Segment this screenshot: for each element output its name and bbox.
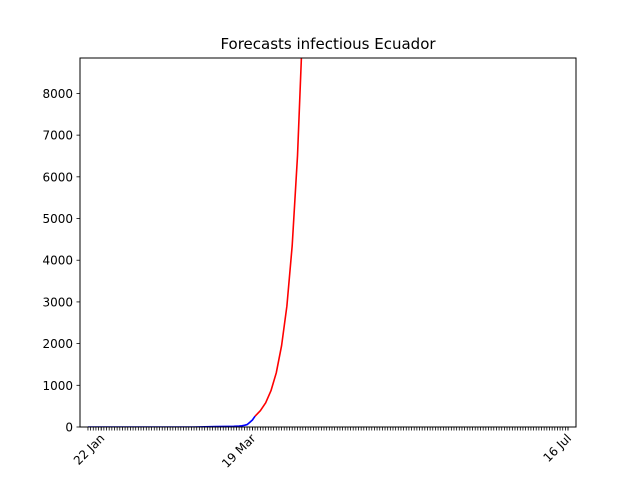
x-tick-label: 22 Jan [71, 431, 107, 467]
x-axis-ticks: 22 Jan 19 Mar 16 Jul [71, 427, 574, 471]
y-tick-label: 4000 [42, 254, 73, 268]
chart-title: Forecasts infectious Ecuador [220, 35, 436, 53]
series-layer [87, 58, 303, 427]
x-tick-label: 19 Mar [219, 431, 258, 470]
series-line-1 [254, 58, 303, 417]
y-tick-label: 2000 [42, 337, 73, 351]
series-line-0 [87, 415, 256, 427]
y-tick-label: 6000 [42, 170, 73, 184]
y-tick-label: 7000 [42, 129, 73, 143]
y-tick-label: 1000 [42, 379, 73, 393]
plot-frame [79, 57, 577, 428]
y-tick-label: 8000 [42, 87, 73, 101]
y-tick-label: 0 [65, 421, 73, 435]
y-tick-label: 3000 [42, 295, 73, 309]
y-axis-ticks: 0 1000 2000 3000 4000 5000 6000 7000 8000 [42, 87, 80, 435]
x-tick-label: 16 Jul [540, 431, 574, 465]
y-tick-label: 5000 [42, 212, 73, 226]
